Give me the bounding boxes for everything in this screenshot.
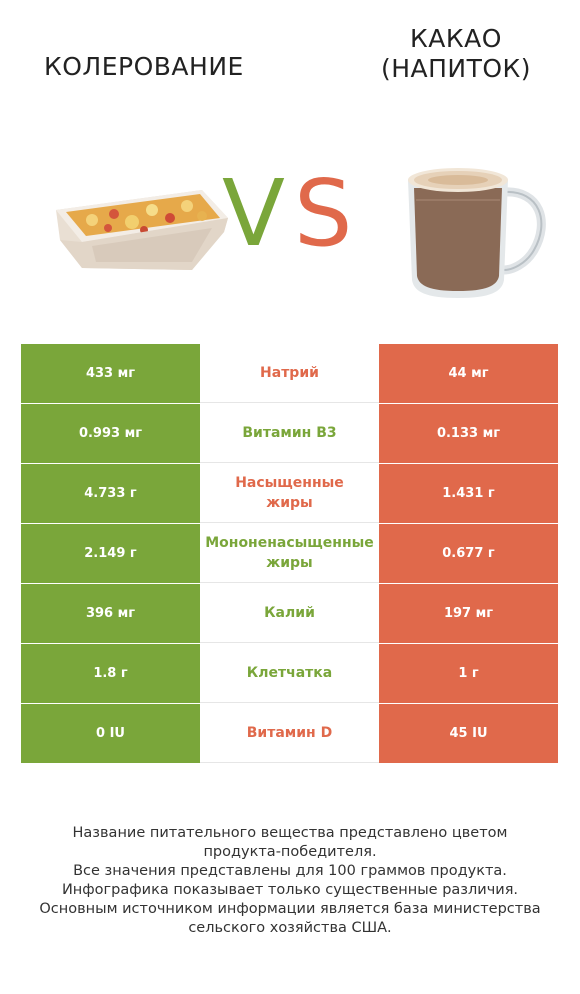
table-row: 4.733 г Насыщенные жиры 1.431 г (21, 464, 558, 524)
nutrient-name: Витамин B3 (200, 404, 379, 463)
vs-letter-s: S (294, 160, 353, 267)
right-value: 1 г (379, 644, 558, 703)
nutrient-label: Мононенасыщенные жиры (205, 535, 374, 571)
left-value: 1.8 г (21, 644, 200, 703)
nutrient-label: Калий (264, 605, 315, 621)
cocoa-mug-image (408, 168, 546, 298)
nutrient-label: Витамин B3 (242, 425, 337, 441)
left-value: 2.149 г (21, 524, 200, 583)
right-value: 45 IU (379, 704, 558, 763)
left-value: 396 мг (21, 584, 200, 643)
left-value: 0.993 мг (21, 404, 200, 463)
nutrient-name: Калий (200, 584, 379, 643)
nutrient-name: Клетчатка (200, 644, 379, 703)
footer-line: Инфографика показывает только существенн… (61, 882, 519, 898)
right-value: 44 мг (379, 344, 558, 403)
footer-line: Все значения представлены для 100 граммо… (73, 863, 507, 879)
left-value: 4.733 г (21, 464, 200, 523)
table-row: 433 мг Натрий 44 мг (21, 344, 558, 404)
casserole-dish-image (56, 190, 228, 270)
nutrient-label: Витамин D (246, 725, 333, 741)
nutrient-name: Мононенасыщенные жиры (200, 524, 379, 583)
nutrient-label: Клетчатка (246, 665, 333, 681)
left-product-title: КОЛЕРОВАНИЕ (44, 52, 244, 81)
right-value: 0.677 г (379, 524, 558, 583)
right-product-title: КАКАО (НАПИТОК) (380, 24, 532, 83)
table-row: 0.993 мг Витамин B3 0.133 мг (21, 404, 558, 464)
vs-letter-v: V (222, 160, 285, 267)
nutrient-label: Насыщенные жиры (235, 475, 344, 511)
nutrient-name: Витамин D (200, 704, 379, 763)
footer-line: продукта-победителя. (203, 844, 377, 860)
footer-line: сельского хозяйства США. (188, 920, 392, 936)
right-value: 0.133 мг (379, 404, 558, 463)
table-row: 396 мг Калий 197 мг (21, 584, 558, 644)
nutrient-name: Натрий (200, 344, 379, 403)
right-value: 197 мг (379, 584, 558, 643)
footer-line: Основным источником информации является … (39, 901, 541, 917)
comparison-table: 433 мг Натрий 44 мг 0.993 мг Витамин B3 0.133… (21, 344, 558, 764)
footer-line: Название питательного вещества представл… (72, 825, 508, 841)
nutrient-name: Насыщенные жиры (200, 464, 379, 523)
left-value: 0 IU (21, 704, 200, 763)
table-row: 0 IU Витамин D 45 IU (21, 704, 558, 764)
table-row: 2.149 г Мононенасыщенные жиры 0.677 г (21, 524, 558, 584)
nutrient-label: Натрий (260, 365, 319, 381)
footer-note: Название питательного вещества представл… (20, 824, 560, 938)
table-row: 1.8 г Клетчатка 1 г (21, 644, 558, 704)
left-value: 433 мг (21, 344, 200, 403)
right-value: 1.431 г (379, 464, 558, 523)
